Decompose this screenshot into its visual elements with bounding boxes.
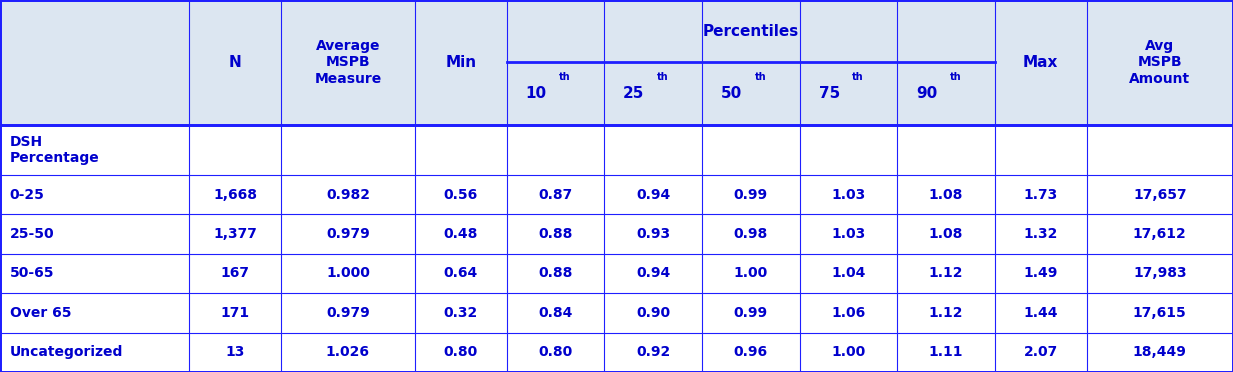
Text: 1.44: 1.44 bbox=[1023, 306, 1058, 320]
Text: 0.93: 0.93 bbox=[636, 227, 671, 241]
Text: 0.88: 0.88 bbox=[539, 266, 572, 280]
Text: 1.12: 1.12 bbox=[928, 306, 963, 320]
Text: Min: Min bbox=[445, 55, 476, 70]
Text: 0.80: 0.80 bbox=[539, 345, 572, 359]
Bar bbox=[0, 125, 1233, 175]
Text: 0.32: 0.32 bbox=[444, 306, 478, 320]
Text: Over 65: Over 65 bbox=[10, 306, 72, 320]
Text: 0.80: 0.80 bbox=[444, 345, 478, 359]
Text: 0.92: 0.92 bbox=[636, 345, 671, 359]
Text: 75: 75 bbox=[819, 86, 840, 101]
Text: th: th bbox=[657, 72, 668, 82]
Text: 0.56: 0.56 bbox=[444, 187, 478, 202]
Text: Avg
MSPB
Amount: Avg MSPB Amount bbox=[1129, 39, 1190, 86]
Text: 0-25: 0-25 bbox=[10, 187, 44, 202]
Text: 1.49: 1.49 bbox=[1023, 266, 1058, 280]
Text: th: th bbox=[559, 72, 571, 82]
Text: 1.03: 1.03 bbox=[831, 227, 866, 241]
Text: 10: 10 bbox=[525, 86, 546, 101]
Text: 1.73: 1.73 bbox=[1023, 187, 1058, 202]
Bar bbox=[0, 254, 1233, 293]
Bar bbox=[0, 175, 1233, 214]
Text: 17,657: 17,657 bbox=[1133, 187, 1186, 202]
Text: 18,449: 18,449 bbox=[1133, 345, 1186, 359]
Text: 50-65: 50-65 bbox=[10, 266, 54, 280]
Text: 1.00: 1.00 bbox=[831, 345, 866, 359]
Text: 0.84: 0.84 bbox=[539, 306, 572, 320]
Text: 1,377: 1,377 bbox=[213, 227, 256, 241]
Text: 0.64: 0.64 bbox=[444, 266, 478, 280]
Text: Uncategorized: Uncategorized bbox=[10, 345, 123, 359]
Text: 167: 167 bbox=[221, 266, 249, 280]
Text: 1.04: 1.04 bbox=[831, 266, 866, 280]
Text: 2.07: 2.07 bbox=[1023, 345, 1058, 359]
Text: 0.99: 0.99 bbox=[734, 187, 768, 202]
Text: DSH
Percentage: DSH Percentage bbox=[10, 135, 100, 165]
Text: 1.11: 1.11 bbox=[928, 345, 963, 359]
Bar bbox=[0, 333, 1233, 372]
Bar bbox=[0, 0, 1233, 125]
Text: 13: 13 bbox=[226, 345, 244, 359]
Text: N: N bbox=[228, 55, 242, 70]
Text: 17,983: 17,983 bbox=[1133, 266, 1186, 280]
Text: 1.06: 1.06 bbox=[831, 306, 866, 320]
Text: 1.08: 1.08 bbox=[928, 187, 963, 202]
Text: 0.979: 0.979 bbox=[326, 227, 370, 241]
Text: 1.32: 1.32 bbox=[1023, 227, 1058, 241]
Text: 0.99: 0.99 bbox=[734, 306, 768, 320]
Text: 0.98: 0.98 bbox=[734, 227, 768, 241]
Text: th: th bbox=[852, 72, 864, 82]
Text: 171: 171 bbox=[221, 306, 249, 320]
Text: 1.000: 1.000 bbox=[326, 266, 370, 280]
Text: 17,612: 17,612 bbox=[1133, 227, 1186, 241]
Text: 25: 25 bbox=[623, 86, 645, 101]
Text: 25-50: 25-50 bbox=[10, 227, 54, 241]
Text: 0.94: 0.94 bbox=[636, 266, 671, 280]
Text: 0.48: 0.48 bbox=[444, 227, 478, 241]
Text: 0.88: 0.88 bbox=[539, 227, 572, 241]
Text: 1.026: 1.026 bbox=[326, 345, 370, 359]
Text: 90: 90 bbox=[916, 86, 937, 101]
Text: 1.08: 1.08 bbox=[928, 227, 963, 241]
Text: Percentiles: Percentiles bbox=[703, 24, 799, 39]
Text: 0.90: 0.90 bbox=[636, 306, 671, 320]
Text: 0.982: 0.982 bbox=[326, 187, 370, 202]
Text: th: th bbox=[949, 72, 962, 82]
Text: 1.00: 1.00 bbox=[734, 266, 768, 280]
Text: 0.96: 0.96 bbox=[734, 345, 768, 359]
Text: 0.87: 0.87 bbox=[539, 187, 572, 202]
Text: 1.12: 1.12 bbox=[928, 266, 963, 280]
Bar bbox=[0, 293, 1233, 333]
Text: 0.94: 0.94 bbox=[636, 187, 671, 202]
Bar bbox=[0, 214, 1233, 254]
Text: 0.979: 0.979 bbox=[326, 306, 370, 320]
Text: Max: Max bbox=[1023, 55, 1058, 70]
Text: 17,615: 17,615 bbox=[1133, 306, 1186, 320]
Text: 50: 50 bbox=[721, 86, 742, 101]
Text: th: th bbox=[755, 72, 766, 82]
Text: 1.03: 1.03 bbox=[831, 187, 866, 202]
Text: 1,668: 1,668 bbox=[213, 187, 256, 202]
Text: Average
MSPB
Measure: Average MSPB Measure bbox=[314, 39, 381, 86]
